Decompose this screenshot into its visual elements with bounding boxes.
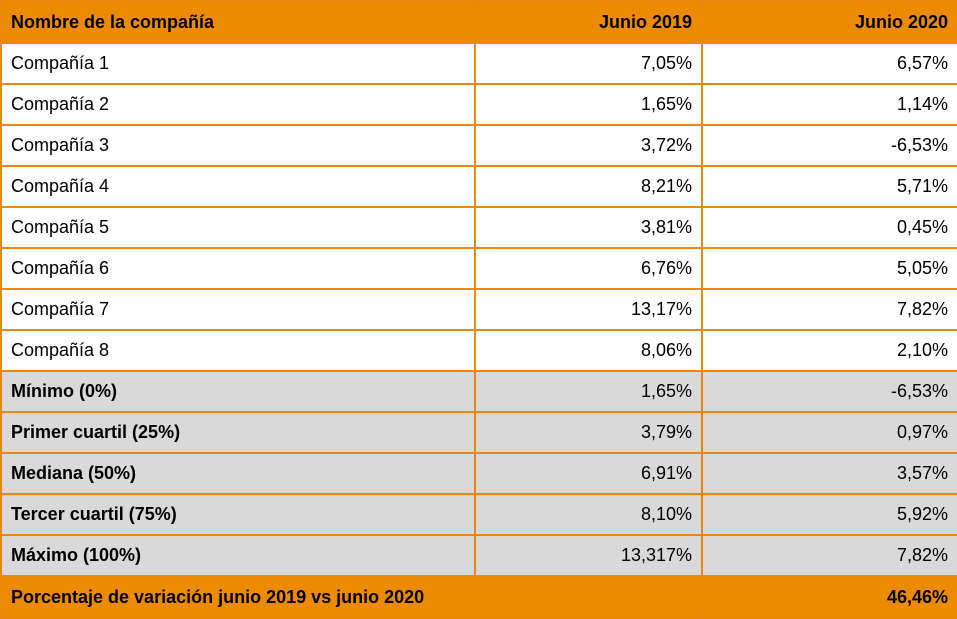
stat-label: Máximo (100%) [0,534,476,577]
stat-label: Primer cuartil (25%) [0,411,476,454]
stat-row: Mediana (50%) 6,91% 3,57% [0,452,957,495]
header-june-2020: Junio 2020 [701,0,957,44]
value-2019: 8,06% [474,329,703,372]
stat-value-2020: 0,97% [701,411,957,454]
table-row: Compañía 8 8,06% 2,10% [0,329,957,372]
stat-row: Primer cuartil (25%) 3,79% 0,97% [0,411,957,454]
value-2019: 7,05% [474,42,703,85]
footer-row: Porcentaje de variación junio 2019 vs ju… [0,575,957,619]
header-row: Nombre de la compañía Junio 2019 Junio 2… [0,0,957,44]
stat-value-2019: 6,91% [474,452,703,495]
stat-value-2020: 7,82% [701,534,957,577]
company-name: Compañía 4 [0,165,476,208]
value-2019: 3,81% [474,206,703,249]
company-name: Compañía 5 [0,206,476,249]
variation-label: Porcentaje de variación junio 2019 vs ju… [0,575,703,619]
header-june-2019: Junio 2019 [474,0,703,44]
stat-label: Mínimo (0%) [0,370,476,413]
table-row: Compañía 4 8,21% 5,71% [0,165,957,208]
stat-row: Tercer cuartil (75%) 8,10% 5,92% [0,493,957,536]
table-row: Compañía 5 3,81% 0,45% [0,206,957,249]
table-row: Compañía 1 7,05% 6,57% [0,42,957,85]
company-name: Compañía 3 [0,124,476,167]
stat-value-2019: 3,79% [474,411,703,454]
stat-value-2020: 3,57% [701,452,957,495]
value-2020: 0,45% [701,206,957,249]
value-2019: 8,21% [474,165,703,208]
value-2020: -6,53% [701,124,957,167]
company-name: Compañía 1 [0,42,476,85]
stat-value-2019: 13,317% [474,534,703,577]
value-2019: 13,17% [474,288,703,331]
value-2020: 1,14% [701,83,957,126]
value-2019: 3,72% [474,124,703,167]
company-name: Compañía 7 [0,288,476,331]
value-2020: 7,82% [701,288,957,331]
value-2020: 5,71% [701,165,957,208]
stat-label: Tercer cuartil (75%) [0,493,476,536]
table-row: Compañía 3 3,72% -6,53% [0,124,957,167]
stat-value-2020: -6,53% [701,370,957,413]
company-name: Compañía 6 [0,247,476,290]
stat-row: Máximo (100%) 13,317% 7,82% [0,534,957,577]
stat-value-2019: 8,10% [474,493,703,536]
company-name: Compañía 2 [0,83,476,126]
value-2020: 2,10% [701,329,957,372]
table-row: Compañía 2 1,65% 1,14% [0,83,957,126]
value-2019: 6,76% [474,247,703,290]
header-company: Nombre de la compañía [0,0,476,44]
value-2020: 5,05% [701,247,957,290]
stat-value-2020: 5,92% [701,493,957,536]
value-2019: 1,65% [474,83,703,126]
stat-row: Mínimo (0%) 1,65% -6,53% [0,370,957,413]
value-2020: 6,57% [701,42,957,85]
table-row: Compañía 7 13,17% 7,82% [0,288,957,331]
stat-value-2019: 1,65% [474,370,703,413]
table-row: Compañía 6 6,76% 5,05% [0,247,957,290]
company-name: Compañía 8 [0,329,476,372]
stat-label: Mediana (50%) [0,452,476,495]
variation-value: 46,46% [701,575,957,619]
